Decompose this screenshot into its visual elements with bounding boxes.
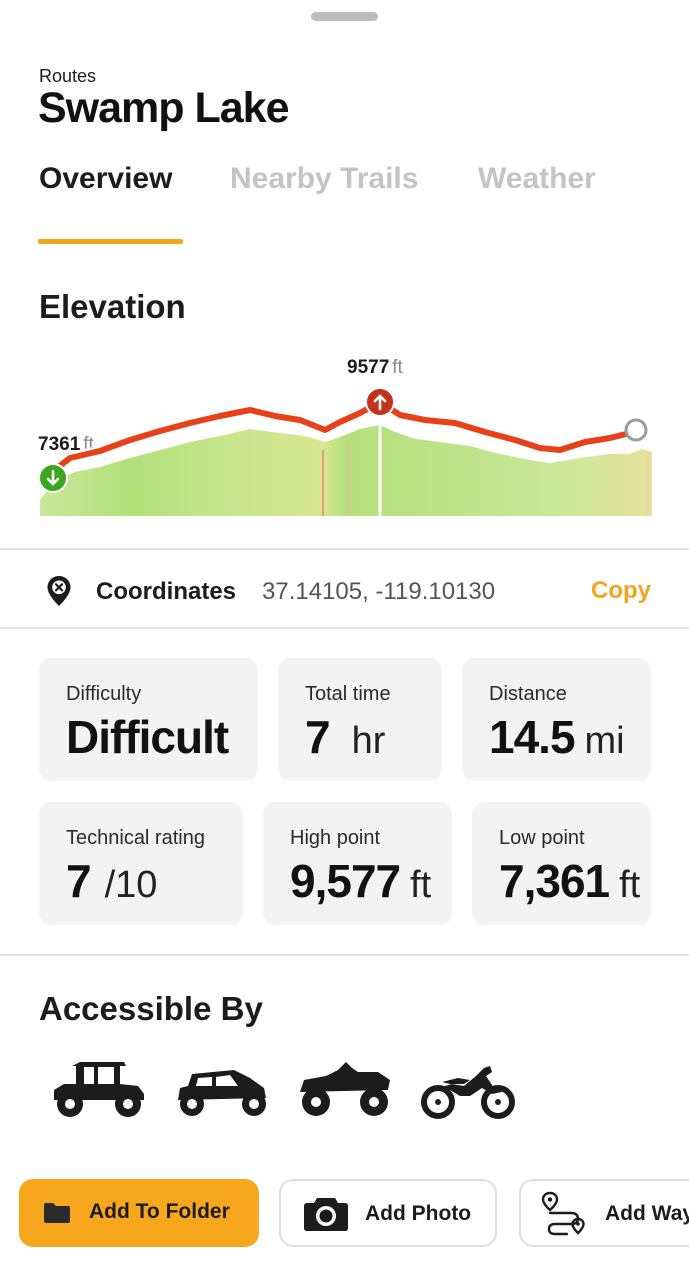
active-tab-indicator	[38, 239, 183, 244]
dirt-bike-icon	[421, 1066, 515, 1119]
peak-elevation-unit: ft	[392, 357, 403, 378]
elevation-profile-chart[interactable]	[30, 350, 660, 525]
stat-label: Difficulty	[66, 683, 142, 705]
side-by-side-icon	[178, 1070, 266, 1116]
tab-nearby-trails[interactable]: Nearby Trails	[230, 162, 419, 195]
stat-value-number: 7	[305, 711, 331, 763]
coordinates-value: 37.14105, -119.10130	[262, 578, 496, 605]
waypoint-route-icon	[541, 1191, 585, 1236]
stat-value-number: 7	[66, 855, 92, 907]
stat-value-number: Difficult	[66, 711, 229, 763]
breadcrumb[interactable]: Routes	[39, 66, 97, 86]
stat-card-low-point: Low point 7,361 ft	[472, 802, 651, 925]
accessible-by-section-title: Accessible By	[39, 990, 263, 1027]
stat-value: 7,361 ft	[499, 854, 640, 908]
stat-value: 7/10	[66, 854, 157, 908]
stat-value: Difficult	[66, 710, 229, 764]
grade-spike	[646, 454, 650, 516]
stat-label: Low point	[499, 827, 585, 849]
sheet-grabber-handle[interactable]	[311, 12, 378, 21]
start-marker-icon[interactable]	[38, 463, 68, 493]
stat-value-unit: ft	[619, 864, 641, 906]
grade-spike	[322, 450, 324, 516]
camera-icon	[304, 1198, 348, 1231]
stat-value: 14.5 mi	[489, 710, 625, 764]
atv-icon	[300, 1062, 390, 1116]
stat-card-difficulty: Difficulty Difficult	[39, 658, 258, 781]
add-waypoint-button[interactable]: Add Waypoint	[519, 1179, 689, 1247]
stat-value-unit: /10	[104, 864, 158, 906]
location-pin-icon	[47, 576, 71, 606]
divider	[0, 954, 689, 956]
stat-value-unit: ft	[410, 864, 432, 906]
start-elevation-unit: ft	[83, 434, 94, 455]
stat-card-distance: Distance 14.5 mi	[462, 658, 651, 781]
route-elevation-line-stroke	[49, 399, 641, 475]
stat-card-technical-rating: Technical rating 7/10	[39, 802, 243, 925]
peak-elevation-label: 9577 ft	[347, 357, 403, 379]
stat-value-number: 7,361	[499, 855, 610, 907]
tab-overview[interactable]: Overview	[39, 162, 173, 195]
utv-icon	[54, 1062, 144, 1117]
start-elevation-label: 7361 ft	[38, 434, 94, 456]
grade-fill-area	[40, 425, 652, 516]
divider	[0, 627, 689, 629]
stat-card-high-point: High point 9,577 ft	[263, 802, 452, 925]
stat-label: Total time	[305, 683, 391, 705]
stat-label: Distance	[489, 683, 567, 705]
grade-spike	[348, 442, 351, 516]
add-to-folder-button[interactable]: Add To Folder	[19, 1179, 259, 1247]
folder-icon	[44, 1203, 70, 1223]
stat-value-unit: hr	[351, 720, 386, 762]
add-to-folder-label: Add To Folder	[89, 1200, 230, 1223]
peak-marker-icon[interactable]	[365, 387, 395, 417]
stat-value-number: 9,577	[290, 855, 401, 907]
tab-bar: Overview Nearby Trails Weather	[0, 162, 689, 246]
stat-label: High point	[290, 827, 381, 849]
stat-value: 9,577 ft	[290, 854, 431, 908]
add-photo-button[interactable]: Add Photo	[279, 1179, 497, 1247]
stat-label: Technical rating	[66, 827, 205, 849]
tab-weather[interactable]: Weather	[478, 162, 596, 195]
end-marker-icon[interactable]	[624, 418, 648, 442]
elevation-section-title: Elevation	[39, 288, 186, 325]
page-title: Swamp Lake	[38, 84, 289, 132]
stat-value-unit: mi	[584, 720, 625, 762]
stat-value-number: 14.5	[489, 711, 576, 763]
coordinates-row: Coordinates 37.14105, -119.10130 Copy	[0, 551, 689, 627]
add-waypoint-label: Add Waypoint	[605, 1202, 689, 1225]
coordinates-label: Coordinates	[96, 578, 237, 605]
copy-coordinates-button[interactable]: Copy	[591, 577, 651, 604]
start-elevation-value: 7361	[38, 434, 81, 455]
add-photo-label: Add Photo	[365, 1202, 472, 1225]
stat-value: 7 hr	[305, 710, 385, 764]
divider	[0, 548, 689, 550]
vehicle-types	[50, 1058, 530, 1122]
peak-elevation-value: 9577	[347, 357, 390, 378]
stat-card-total-time: Total time 7 hr	[278, 658, 442, 781]
